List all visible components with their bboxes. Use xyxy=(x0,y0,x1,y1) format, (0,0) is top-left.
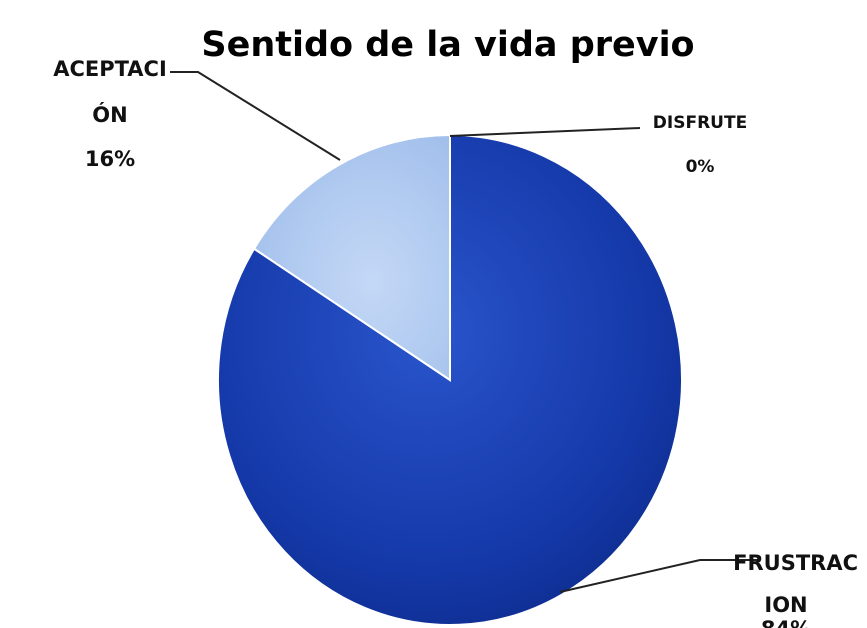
svg-text:ACEPTACI: ACEPTACI xyxy=(53,57,167,81)
slice-label-disfrute: DISFRUTE 0% xyxy=(653,113,747,177)
pie-slices xyxy=(217,133,683,626)
svg-text:ION: ION xyxy=(764,593,807,617)
svg-text:16%: 16% xyxy=(85,147,135,171)
slice-label-aceptacion: ACEPTACI ÓN 16% xyxy=(53,57,167,171)
leader-line-disfrute xyxy=(449,127,641,137)
leader-line-aceptacion xyxy=(170,71,341,161)
svg-text:FRUSTRAC: FRUSTRAC xyxy=(733,551,858,575)
svg-text:84%: 84% xyxy=(761,617,811,628)
chart-title: Sentido de la vida previo xyxy=(201,25,694,65)
leader-line-frustracion xyxy=(559,559,760,593)
svg-text:DISFRUTE: DISFRUTE xyxy=(653,113,747,133)
slice-label-frustracion: FRUSTRAC ION 84% xyxy=(733,551,858,628)
svg-text:0%: 0% xyxy=(686,157,715,177)
svg-text:ÓN: ÓN xyxy=(92,102,127,127)
pie-slice-aceptacin xyxy=(252,133,451,382)
